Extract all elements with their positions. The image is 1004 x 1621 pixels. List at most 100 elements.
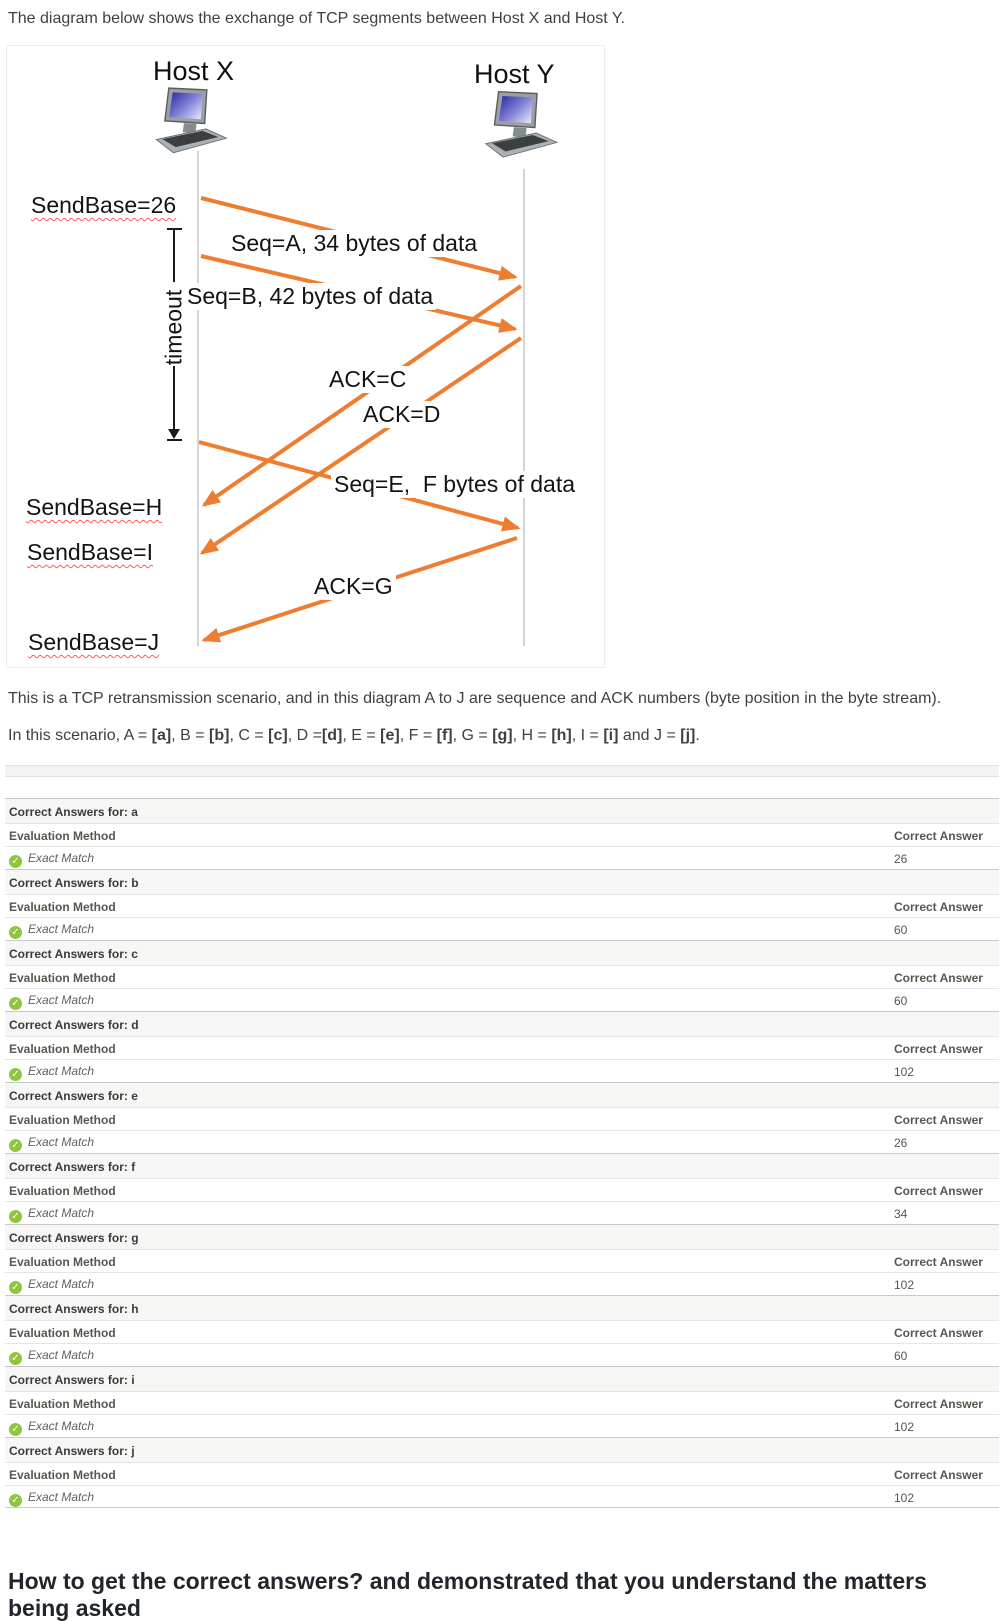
evaluation-method-label: Evaluation Method (9, 829, 116, 843)
table-top-strip (5, 765, 999, 777)
answer-group-header-i: Correct Answers for: i (5, 1366, 999, 1391)
exact-match-label: Exact Match (28, 1064, 95, 1078)
answer-placeholder: [c] (268, 727, 288, 744)
answer-group-header-j: Correct Answers for: j (5, 1437, 999, 1462)
evaluation-method-row: Evaluation Method Correct Answer (5, 1178, 999, 1201)
correct-answer-value-a: 26 (894, 852, 908, 866)
answer-group-title: Correct Answers for: c (9, 947, 138, 961)
host-x-label: Host X (153, 56, 235, 86)
sendbase-label-sb-j: SendBase=J (28, 629, 160, 655)
answer-group-title: Correct Answers for: d (9, 1018, 139, 1032)
correct-answer-column-label: Correct Answer (894, 971, 983, 985)
tcp-exchange-diagram: Host X Host Y (6, 45, 605, 668)
scenario-values-line: In this scenario, A = [a], B = [b], C = … (8, 727, 998, 745)
answer-placeholder: [j] (680, 727, 696, 744)
evaluation-method-row: Evaluation Method Correct Answer (5, 965, 999, 988)
correct-answer-value-i: 102 (894, 1420, 915, 1434)
host-x-computer-icon (155, 87, 228, 154)
exact-match-row: ✓ Exact Match 60 (5, 988, 999, 1011)
scenario-text: and J = (618, 727, 681, 744)
message-label-ack-c: ACK=C (326, 366, 410, 393)
correct-answer-value-b: 60 (894, 923, 908, 937)
exact-match-row: ✓ Exact Match 102 (5, 1272, 999, 1295)
scenario-description: This is a TCP retransmission scenario, a… (8, 690, 942, 707)
exact-match-row: ✓ Exact Match 34 (5, 1201, 999, 1224)
scenario-text: , B = (171, 727, 209, 744)
evaluation-method-label: Evaluation Method (9, 1326, 116, 1340)
answer-group-title: Correct Answers for: j (9, 1444, 135, 1458)
correct-answer-column-label: Correct Answer (894, 1326, 983, 1340)
scenario-text: , H = (512, 727, 552, 744)
check-circle-icon: ✓ (9, 1494, 22, 1507)
host-x-timeline (197, 151, 199, 646)
check-circle-icon: ✓ (9, 1352, 22, 1365)
timeout-bottom-bar (167, 439, 182, 441)
answer-group-header-e: Correct Answers for: e (5, 1082, 999, 1107)
host-y-label: Host Y (474, 59, 555, 89)
answer-group-header-f: Correct Answers for: f (5, 1153, 999, 1178)
answer-group-title: Correct Answers for: g (9, 1231, 139, 1245)
answer-group-header-a: Correct Answers for: a (5, 798, 999, 823)
exact-match-label: Exact Match (28, 1419, 95, 1433)
answer-group-title: Correct Answers for: f (9, 1160, 136, 1174)
correct-answer-column-label: Correct Answer (894, 1184, 983, 1198)
answer-placeholder: [d] (321, 727, 343, 744)
timeout-top-tick (167, 228, 182, 230)
scenario-text: , G = (452, 727, 493, 744)
answer-group-title: Correct Answers for: e (9, 1089, 138, 1103)
correct-answer-value-e: 26 (894, 1136, 908, 1150)
message-label-seq-e: Seq=E, F bytes of data (331, 471, 579, 498)
evaluation-method-label: Evaluation Method (9, 1397, 116, 1411)
segment-arrow-ack-d (199, 336, 523, 555)
correct-answers-table: Correct Answers for: a Evaluation Method C… (5, 798, 999, 1508)
check-circle-icon: ✓ (9, 1139, 22, 1152)
timeout-bracket: timeout (161, 226, 187, 444)
host-y-timeline (523, 169, 525, 646)
evaluation-method-label: Evaluation Method (9, 1468, 116, 1482)
exact-match-label: Exact Match (28, 1206, 95, 1220)
exact-match-row: ✓ Exact Match 60 (5, 1343, 999, 1366)
message-label-ack-d: ACK=D (360, 401, 444, 428)
exact-match-label: Exact Match (28, 1348, 95, 1362)
answer-group-header-c: Correct Answers for: c (5, 940, 999, 965)
evaluation-method-label: Evaluation Method (9, 1184, 116, 1198)
exact-match-label: Exact Match (28, 922, 95, 936)
evaluation-method-row: Evaluation Method Correct Answer (5, 1249, 999, 1272)
scenario-text: , C = (229, 727, 269, 744)
answer-placeholder: [b] (209, 727, 230, 744)
check-circle-icon: ✓ (9, 1210, 22, 1223)
sendbase-label-sb-i: SendBase=I (27, 539, 153, 565)
exact-match-label: Exact Match (28, 1135, 95, 1149)
evaluation-method-row: Evaluation Method Correct Answer (5, 1391, 999, 1414)
correct-answer-column-label: Correct Answer (894, 1397, 983, 1411)
evaluation-method-row: Evaluation Method Correct Answer (5, 1107, 999, 1130)
correct-answer-value-g: 102 (894, 1278, 915, 1292)
answer-placeholder: [a] (151, 727, 172, 744)
exact-match-row: ✓ Exact Match 102 (5, 1485, 999, 1508)
correct-answer-column-label: Correct Answer (894, 1468, 983, 1482)
scenario-text: . (695, 727, 700, 744)
answer-group-header-h: Correct Answers for: h (5, 1295, 999, 1320)
correct-answer-column-label: Correct Answer (894, 1042, 983, 1056)
exact-match-row: ✓ Exact Match 26 (5, 846, 999, 869)
evaluation-method-row: Evaluation Method Correct Answer (5, 1036, 999, 1059)
evaluation-method-row: Evaluation Method Correct Answer (5, 823, 999, 846)
evaluation-method-label: Evaluation Method (9, 900, 116, 914)
answer-group-title: Correct Answers for: h (9, 1302, 139, 1316)
answer-placeholder: [h] (551, 727, 572, 744)
segment-arrows (198, 196, 523, 643)
exact-match-label: Exact Match (28, 993, 95, 1007)
answer-group-header-g: Correct Answers for: g (5, 1224, 999, 1249)
scenario-text: , I = (571, 727, 604, 744)
evaluation-method-row: Evaluation Method Correct Answer (5, 1462, 999, 1485)
correct-answer-column-label: Correct Answer (894, 829, 983, 843)
exact-match-label: Exact Match (28, 1490, 95, 1504)
evaluation-method-label: Evaluation Method (9, 1113, 116, 1127)
sendbase-label-sb-26: SendBase=26 (31, 192, 177, 218)
scenario-text: , F = (399, 727, 437, 744)
message-label-seq-a: Seq=A, 34 bytes of data (228, 230, 481, 257)
correct-answer-value-c: 60 (894, 994, 908, 1008)
answer-placeholder: [e] (380, 727, 400, 744)
exact-match-row: ✓ Exact Match 102 (5, 1414, 999, 1437)
answer-group-header-d: Correct Answers for: d (5, 1011, 999, 1036)
